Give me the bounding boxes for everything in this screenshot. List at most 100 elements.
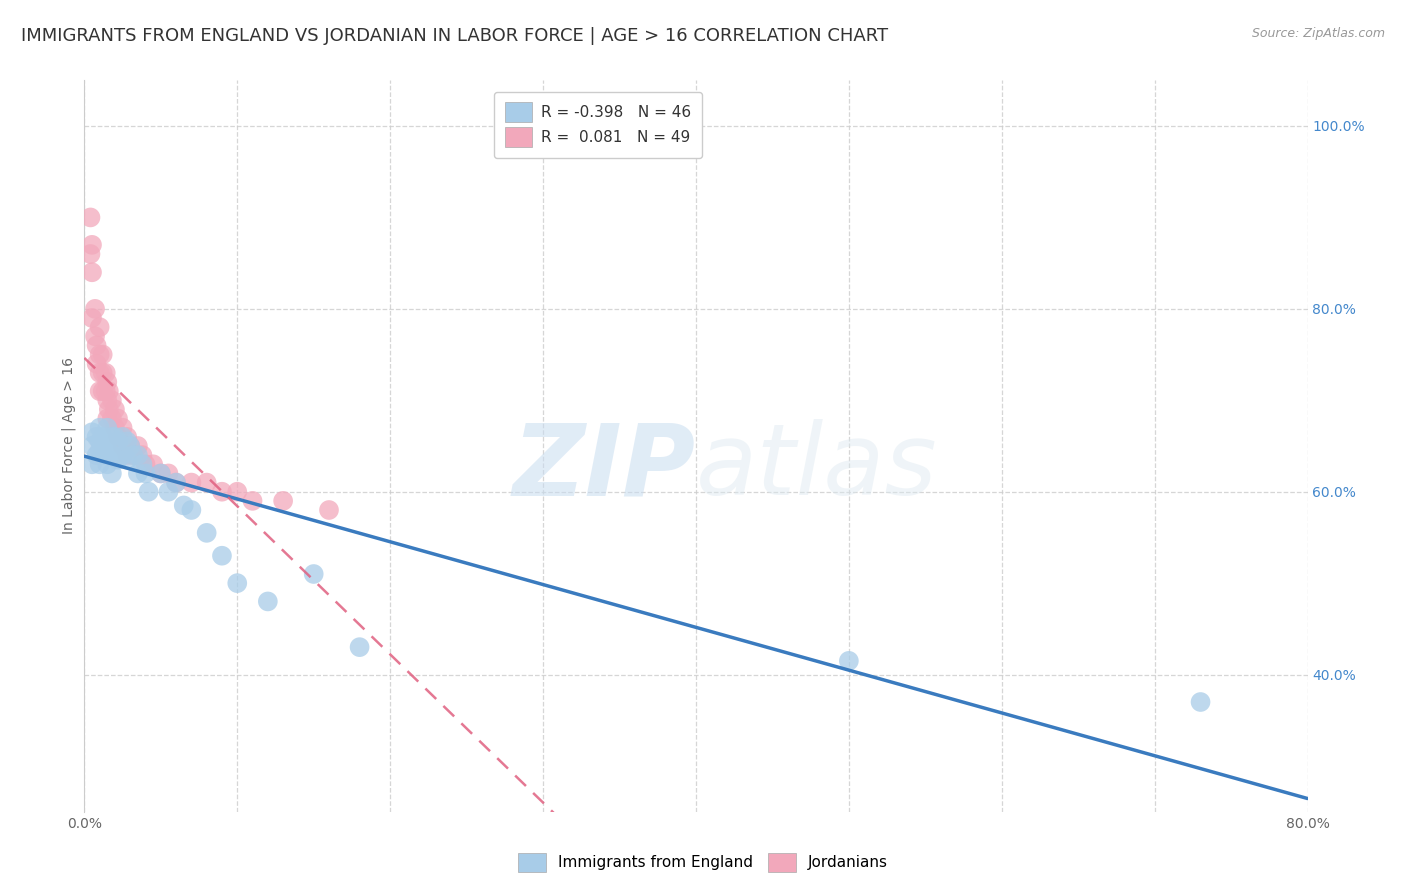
Point xyxy=(89,420,111,434)
Point xyxy=(79,211,101,225)
Point xyxy=(80,425,103,440)
Point xyxy=(89,384,111,399)
Point xyxy=(115,430,138,444)
Point xyxy=(80,458,103,472)
Point xyxy=(80,238,103,252)
Point xyxy=(127,467,149,481)
Point xyxy=(86,430,108,444)
Point xyxy=(86,338,108,352)
Point xyxy=(101,448,124,462)
Point xyxy=(96,393,118,408)
Point xyxy=(96,411,118,425)
Point xyxy=(165,475,187,490)
Point xyxy=(165,475,187,490)
Point xyxy=(226,484,249,499)
Point xyxy=(120,439,142,453)
Point xyxy=(104,420,127,434)
Point xyxy=(101,393,124,408)
Point xyxy=(180,503,202,517)
Point xyxy=(242,494,264,508)
Point xyxy=(122,448,145,462)
Point xyxy=(211,484,233,499)
Point xyxy=(104,448,127,462)
Point xyxy=(107,411,129,425)
Point xyxy=(107,430,129,444)
Point xyxy=(101,430,124,444)
Text: Source: ZipAtlas.com: Source: ZipAtlas.com xyxy=(1251,27,1385,40)
Point xyxy=(131,458,153,472)
Point xyxy=(111,430,134,444)
Point xyxy=(89,443,111,458)
Point xyxy=(107,452,129,467)
Point xyxy=(115,452,138,467)
Point xyxy=(96,434,118,449)
Point xyxy=(91,448,114,462)
Point xyxy=(96,458,118,472)
Point xyxy=(80,310,103,325)
Text: atlas: atlas xyxy=(696,419,938,516)
Text: IMMIGRANTS FROM ENGLAND VS JORDANIAN IN LABOR FORCE | AGE > 16 CORRELATION CHART: IMMIGRANTS FROM ENGLAND VS JORDANIAN IN … xyxy=(21,27,889,45)
Point xyxy=(97,384,120,399)
Point xyxy=(149,467,172,481)
Point xyxy=(318,503,340,517)
Point xyxy=(1189,695,1212,709)
Point xyxy=(94,384,117,399)
Point xyxy=(89,348,111,362)
Point xyxy=(104,402,127,417)
Point xyxy=(173,499,195,513)
Point xyxy=(271,494,294,508)
Point xyxy=(226,576,249,591)
Point xyxy=(79,247,101,261)
Point xyxy=(96,375,118,389)
Point xyxy=(211,549,233,563)
Point xyxy=(349,640,371,655)
Point xyxy=(101,411,124,425)
Y-axis label: In Labor Force | Age > 16: In Labor Force | Age > 16 xyxy=(62,358,76,534)
Text: ZIP: ZIP xyxy=(513,419,696,516)
Legend: R = -0.398   N = 46, R =  0.081   N = 49: R = -0.398 N = 46, R = 0.081 N = 49 xyxy=(494,92,702,158)
Point xyxy=(91,430,114,444)
Point xyxy=(115,448,138,462)
Point xyxy=(111,439,134,453)
Point xyxy=(149,467,172,481)
Point xyxy=(97,402,120,417)
Point xyxy=(142,458,165,472)
Point xyxy=(838,654,860,668)
Point xyxy=(84,301,107,316)
Point xyxy=(302,567,325,582)
Point xyxy=(122,448,145,462)
Point xyxy=(115,434,138,449)
Legend: Immigrants from England, Jordanians: Immigrants from England, Jordanians xyxy=(510,845,896,880)
Point xyxy=(94,366,117,380)
Point xyxy=(86,357,108,371)
Point xyxy=(180,475,202,490)
Point xyxy=(135,467,157,481)
Point xyxy=(91,366,114,380)
Point xyxy=(195,525,218,540)
Point xyxy=(80,439,103,453)
Point xyxy=(80,265,103,279)
Point xyxy=(86,448,108,462)
Point xyxy=(89,366,111,380)
Point xyxy=(91,348,114,362)
Point xyxy=(257,594,280,608)
Point xyxy=(131,448,153,462)
Point xyxy=(101,467,124,481)
Point xyxy=(157,484,180,499)
Point xyxy=(195,475,218,490)
Point xyxy=(157,467,180,481)
Point xyxy=(96,420,118,434)
Point xyxy=(84,329,107,343)
Point xyxy=(107,434,129,449)
Point xyxy=(89,320,111,334)
Point xyxy=(135,458,157,472)
Point xyxy=(104,430,127,444)
Point xyxy=(120,439,142,453)
Point xyxy=(89,458,111,472)
Point xyxy=(127,439,149,453)
Point xyxy=(111,448,134,462)
Point xyxy=(91,384,114,399)
Point xyxy=(111,420,134,434)
Point xyxy=(96,443,118,458)
Point xyxy=(127,448,149,462)
